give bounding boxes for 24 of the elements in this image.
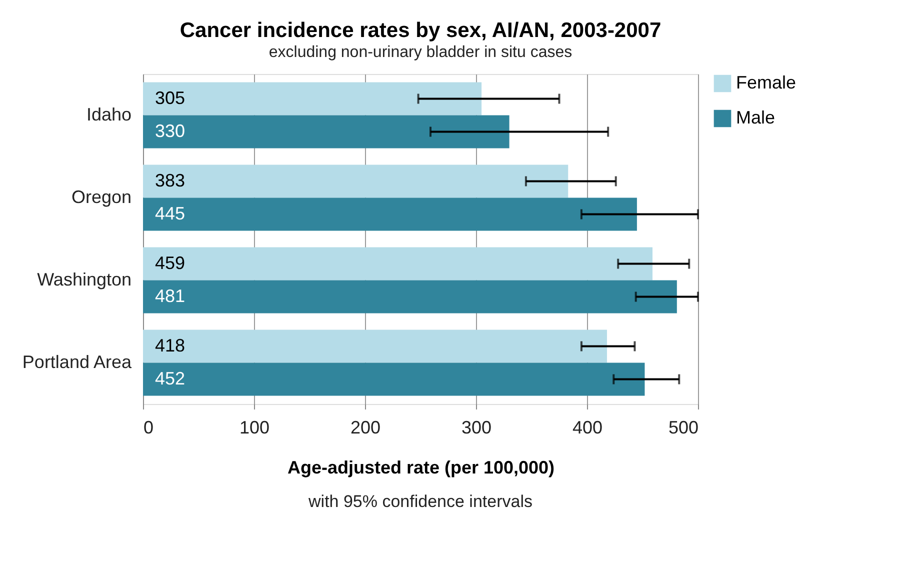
x-tick-label: 300 xyxy=(461,418,492,438)
data-label: 481 xyxy=(155,286,186,306)
x-tick-label: 0 xyxy=(144,418,154,438)
y-tick-label: Idaho xyxy=(86,104,132,124)
data-label: 330 xyxy=(155,120,186,141)
legend-label: Male xyxy=(736,108,776,128)
text: with 95% confidence intervals xyxy=(308,492,532,511)
y-tick-label: Portland Area xyxy=(22,352,132,372)
y-tick-label: Washington xyxy=(37,269,132,290)
x-tick-label: 200 xyxy=(350,418,381,438)
data-label: 445 xyxy=(155,203,186,224)
x-tick-label: 400 xyxy=(572,418,603,438)
y-tick-label: Oregon xyxy=(71,186,132,207)
x-axis-title: Age-adjusted rate (per 100,000) xyxy=(287,458,555,478)
chart-subtitle: excluding non-urinary bladder in situ cases xyxy=(268,44,572,61)
data-label: 459 xyxy=(155,252,186,273)
legend-label: Female xyxy=(736,72,796,92)
chart-title: Cancer incidence rates by sex, AI/AN, 2003-2007 xyxy=(180,19,662,42)
data-label: 418 xyxy=(155,335,186,356)
data-label: 383 xyxy=(155,170,186,190)
x-tick-label: 500 xyxy=(668,418,698,438)
data-label: 452 xyxy=(155,368,186,388)
data-label: 305 xyxy=(155,88,186,108)
x-tick-label: 100 xyxy=(239,418,270,438)
